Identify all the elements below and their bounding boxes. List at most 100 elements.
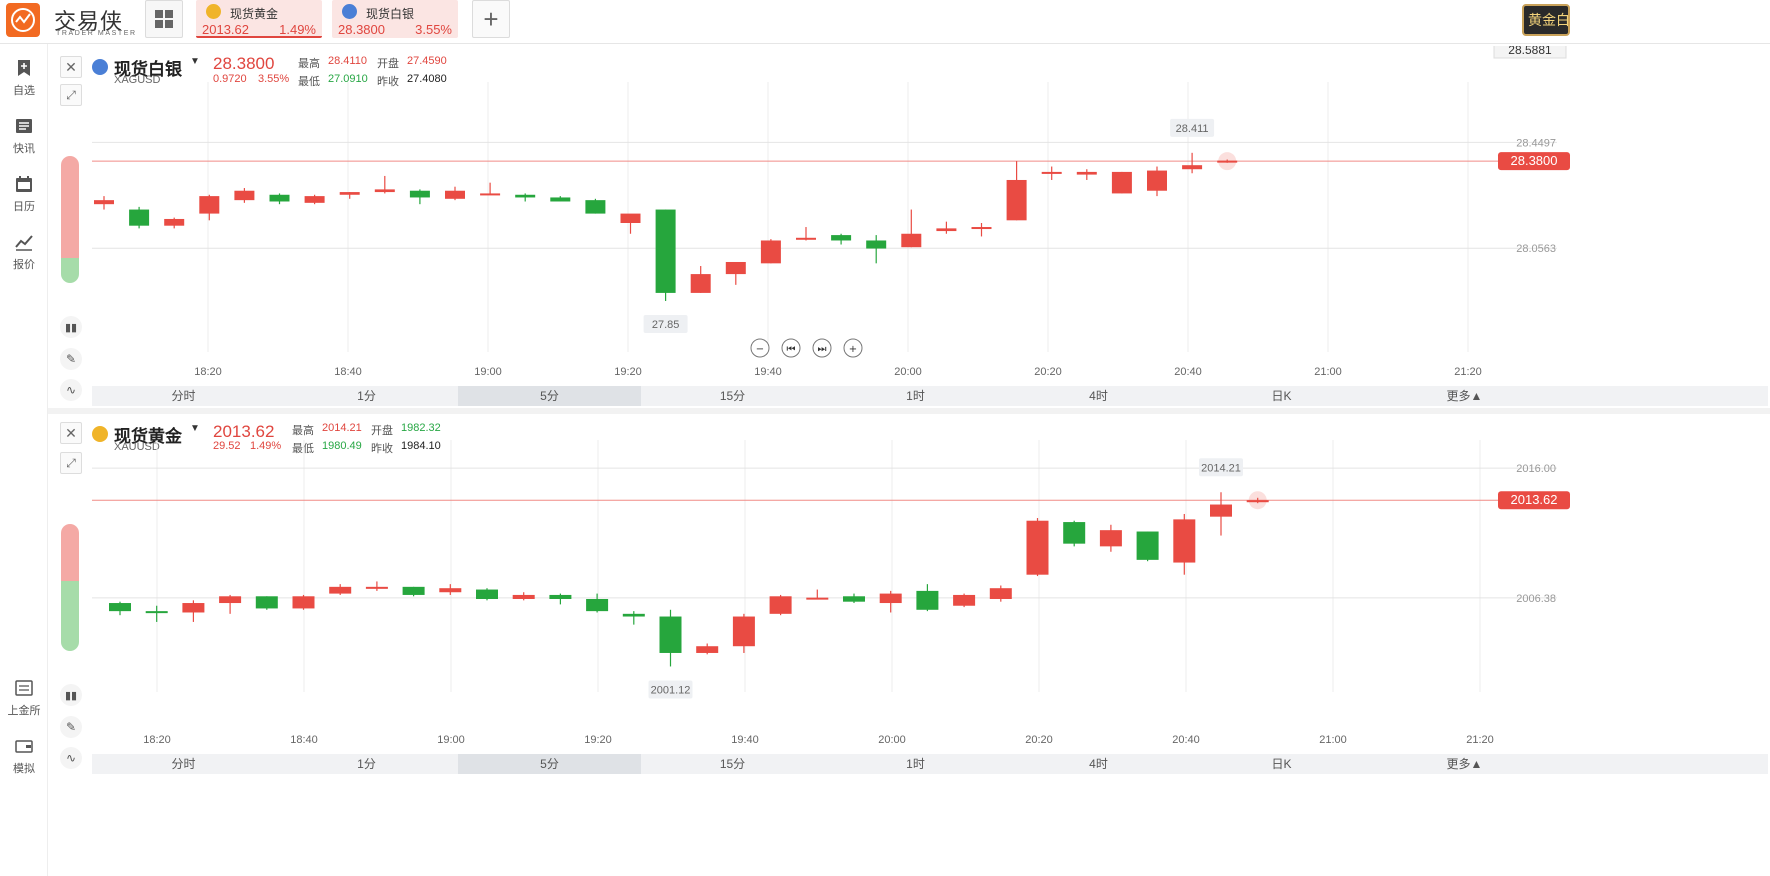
open-value: 1982.32 bbox=[401, 422, 441, 434]
sidebar-item-label: 报价 bbox=[13, 259, 35, 271]
zoom-in-icon-glyph: + bbox=[849, 344, 857, 355]
candle-body bbox=[1063, 522, 1086, 544]
x-tick-label: 19:00 bbox=[437, 734, 465, 744]
draw-tool-button[interactable]: ✎ bbox=[60, 348, 82, 370]
low-label-text: 27.85 bbox=[652, 319, 680, 331]
candle-body bbox=[512, 594, 535, 599]
tf-4h[interactable]: 4时 bbox=[1089, 757, 1108, 771]
candle-body bbox=[1006, 179, 1027, 221]
step-back-icon-glyph: ⏮ bbox=[787, 344, 796, 355]
tf-more[interactable]: 更多▲ bbox=[1446, 389, 1483, 403]
sidebar-item-simulate[interactable]: 模拟 bbox=[0, 736, 48, 776]
x-tick-label: 20:40 bbox=[1172, 734, 1200, 744]
layout-grid-button[interactable] bbox=[145, 0, 183, 38]
chevron-down-icon[interactable]: ▼ bbox=[190, 423, 200, 434]
draw-tool-button[interactable]: ✎ bbox=[60, 716, 82, 738]
sidebar-item-news[interactable]: 快讯 bbox=[0, 116, 48, 156]
low-value: 27.0910 bbox=[328, 73, 368, 85]
x-tick-label: 19:00 bbox=[474, 366, 502, 376]
live-price-glow bbox=[1248, 491, 1267, 510]
open-value: 27.4590 bbox=[407, 55, 447, 67]
step-forward-icon[interactable] bbox=[812, 338, 832, 358]
timeframe-bar: 分时 1分 5分 15分 1时 4时 日K 更多▲ bbox=[92, 754, 1768, 774]
tf-5min[interactable]: 5分 bbox=[458, 754, 641, 774]
x-tick-label: 21:20 bbox=[1454, 366, 1482, 376]
logo-icon[interactable] bbox=[6, 3, 40, 37]
tf-5min[interactable]: 5分 bbox=[458, 386, 641, 406]
high-value: 28.4110 bbox=[328, 55, 367, 67]
tf-1min[interactable]: 1分 bbox=[357, 389, 376, 403]
chart-type-button[interactable]: ▮▮ bbox=[60, 316, 82, 338]
symbol-title[interactable]: 现货白银 bbox=[114, 60, 182, 79]
tf-1min[interactable]: 1分 bbox=[357, 757, 376, 771]
candle-body bbox=[586, 598, 609, 612]
zoom-in-icon[interactable] bbox=[843, 338, 863, 358]
sidebar-item-quotes[interactable]: 报价 bbox=[0, 232, 48, 272]
high-label-text: 2014.21 bbox=[1201, 462, 1241, 474]
prev-close-label: 昨收 bbox=[371, 443, 393, 455]
close-panel-button[interactable]: ✕ bbox=[60, 422, 82, 444]
indicator-icon: ∿ bbox=[65, 751, 77, 765]
silver-coin-icon bbox=[342, 4, 357, 19]
indicator-button[interactable]: ∿ bbox=[60, 747, 82, 769]
close-icon: ✕ bbox=[65, 424, 77, 441]
prev-close-label: 昨收 bbox=[377, 76, 399, 88]
tab-silver-pct: 3.55% bbox=[415, 22, 452, 37]
close-panel-button[interactable]: ✕ bbox=[60, 56, 82, 78]
candle-body bbox=[480, 193, 501, 196]
zoom-out-icon[interactable] bbox=[750, 338, 770, 358]
x-tick-label: 20:00 bbox=[894, 366, 922, 376]
silver-coin-icon bbox=[92, 59, 108, 75]
step-back-icon[interactable] bbox=[781, 338, 801, 358]
x-tick-label: 18:20 bbox=[143, 734, 171, 744]
candle-body bbox=[182, 603, 205, 613]
tab-silver[interactable]: 现货白银 28.3800 3.55% bbox=[332, 0, 458, 38]
candle-body bbox=[796, 237, 816, 240]
add-tab-button[interactable]: + bbox=[472, 0, 510, 38]
panel-divider[interactable] bbox=[48, 408, 1770, 414]
tf-more[interactable]: 更多▲ bbox=[1446, 757, 1483, 771]
silver-candlestick-chart[interactable]: 18:20 18:40 19:00 19:20 19:40 20:00 20:20 20:40… bbox=[52, 46, 1770, 376]
tf-15min[interactable]: 15分 bbox=[719, 389, 746, 403]
expand-panel-button[interactable]: ⤢ bbox=[60, 452, 82, 474]
tf-tick[interactable]: 分时 bbox=[171, 757, 196, 771]
expand-panel-button[interactable]: ⤢ bbox=[60, 84, 82, 106]
candle-body bbox=[866, 240, 887, 249]
sidebar-item-sge[interactable]: 上金所 bbox=[0, 678, 48, 718]
symbol-title[interactable]: 现货黄金 bbox=[114, 427, 182, 446]
indicator-button[interactable]: ∿ bbox=[60, 379, 82, 401]
tab-gold[interactable]: 现货黄金 2013.62 1.49% bbox=[196, 0, 322, 38]
sell-ratio bbox=[61, 581, 79, 651]
close-icon: ✕ bbox=[65, 58, 77, 75]
tf-tick[interactable]: 分时 bbox=[171, 389, 196, 403]
expand-icon: ⤢ bbox=[66, 87, 76, 102]
sidebar-item-label: 日历 bbox=[13, 201, 35, 213]
gold-candlestick-chart[interactable]: 18:20 18:40 19:00 19:20 19:40 20:00 20:20 20:40… bbox=[52, 414, 1770, 744]
tf-15min[interactable]: 15分 bbox=[719, 757, 746, 771]
chevron-down-icon[interactable]: ▼ bbox=[190, 56, 200, 67]
tf-daily[interactable]: 日K bbox=[1271, 757, 1292, 771]
x-tick-label: 19:20 bbox=[614, 366, 642, 376]
tf-1h[interactable]: 1时 bbox=[906, 757, 925, 771]
candle-body bbox=[164, 218, 185, 226]
candle-body bbox=[901, 233, 922, 248]
candle-body bbox=[585, 200, 606, 214]
pencil-icon: ✎ bbox=[65, 352, 77, 366]
low-value: 1980.49 bbox=[322, 440, 362, 452]
buy-ratio bbox=[61, 524, 79, 582]
chart-type-button[interactable]: ▮▮ bbox=[60, 684, 82, 706]
candle-body bbox=[439, 588, 462, 593]
top-right-value-text: 28.5881 bbox=[1508, 46, 1552, 57]
tf-daily[interactable]: 日K bbox=[1271, 389, 1292, 403]
candle-body bbox=[292, 596, 315, 609]
sidebar-item-watchlist[interactable]: 自选 bbox=[0, 58, 48, 98]
x-tick-label: 20:40 bbox=[1174, 366, 1202, 376]
tf-1h[interactable]: 1时 bbox=[906, 389, 925, 403]
live-price-glow bbox=[1218, 152, 1237, 171]
gold-silver-corner-button[interactable]: 黄金白银 bbox=[1522, 4, 1570, 36]
candle-body bbox=[1182, 165, 1203, 170]
sidebar-item-calendar[interactable]: 日历 bbox=[0, 174, 48, 214]
candle-body bbox=[696, 646, 719, 653]
tf-4h[interactable]: 4时 bbox=[1089, 389, 1108, 403]
price-change-pct: 3.55% bbox=[258, 73, 290, 85]
